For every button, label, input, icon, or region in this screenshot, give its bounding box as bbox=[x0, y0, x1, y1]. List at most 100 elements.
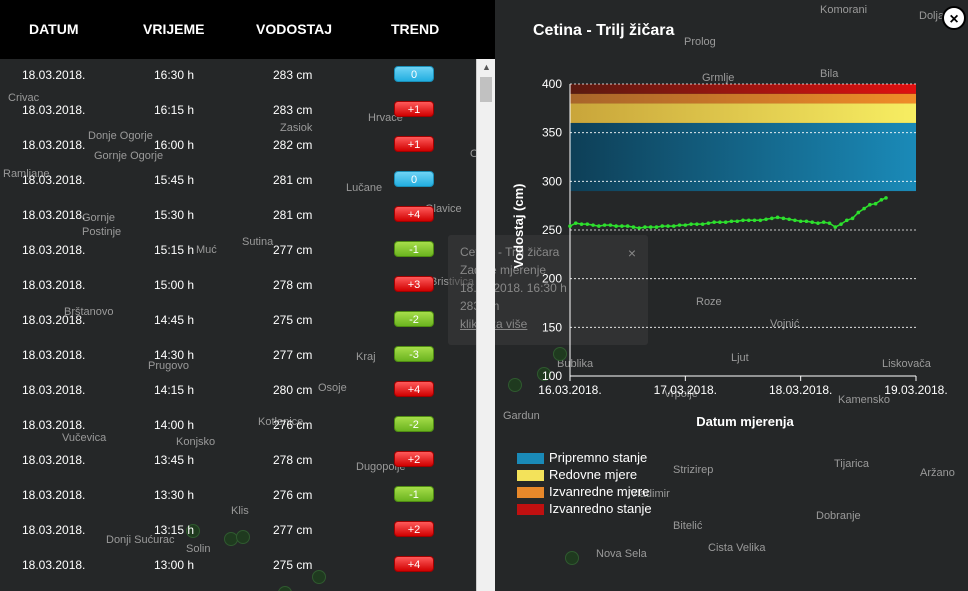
header-vodostaj: VODOSTAJ bbox=[256, 21, 332, 37]
data-point bbox=[775, 215, 780, 220]
data-point bbox=[625, 224, 630, 228]
map-place-label: Tijarica bbox=[834, 458, 870, 470]
data-point bbox=[643, 225, 647, 229]
trend-badge: +2 bbox=[394, 451, 434, 467]
data-point bbox=[718, 220, 722, 225]
table-row: 18.03.2018. 14:30 h 277 cm -3 bbox=[0, 339, 476, 374]
water-level-line bbox=[569, 197, 887, 229]
map-place-label: Kotlenice bbox=[258, 416, 304, 428]
threshold-band bbox=[570, 93, 916, 104]
y-tick-label: 200 bbox=[542, 272, 562, 286]
cell-vrijeme: 14:00 h bbox=[154, 418, 195, 432]
cell-vodostaj: 276 cm bbox=[273, 488, 313, 502]
table-scrollbar[interactable]: ▲ bbox=[476, 59, 495, 591]
data-point bbox=[637, 226, 641, 230]
table-body[interactable]: 18.03.2018. 16:30 h 283 cm 0 18.03.2018. 16:1… bbox=[0, 59, 476, 591]
map-marker-icon[interactable] bbox=[565, 551, 579, 565]
data-point bbox=[579, 222, 584, 226]
map-place-label: Konjsko bbox=[176, 436, 216, 448]
cell-vrijeme: 14:45 h bbox=[154, 313, 195, 327]
table-row: 18.03.2018. 16:15 h 283 cm +1 bbox=[0, 94, 476, 129]
trend-badge: -1 bbox=[394, 241, 434, 257]
map-place-label: Liskovača bbox=[882, 358, 931, 370]
popup-close-icon[interactable]: × bbox=[627, 245, 636, 261]
legend-label: Redovne mjere bbox=[549, 467, 638, 482]
map-place-label: Bila bbox=[820, 68, 839, 80]
cell-vodostaj: 278 cm bbox=[273, 453, 313, 467]
data-point bbox=[591, 223, 595, 227]
cell-vodostaj: 277 cm bbox=[273, 348, 313, 362]
data-point bbox=[850, 216, 855, 221]
data-point bbox=[746, 218, 751, 223]
legend-label: Pripremno stanje bbox=[549, 450, 648, 465]
cell-vodostaj: 275 cm bbox=[273, 558, 313, 572]
map-place-label: Osoje bbox=[318, 382, 347, 394]
table-header: DATUM VRIJEME VODOSTAJ TREND bbox=[0, 0, 495, 59]
table-row: 18.03.2018. 14:15 h 280 cm +4 bbox=[0, 374, 476, 409]
table-row: 18.03.2018. 16:00 h 282 cm +1 bbox=[0, 129, 476, 164]
cell-datum: 18.03.2018. bbox=[22, 453, 86, 467]
cell-datum: 18.03.2018. bbox=[22, 173, 86, 187]
data-point bbox=[770, 216, 774, 221]
scroll-up-arrow-icon[interactable]: ▲ bbox=[482, 62, 491, 72]
water-level-chart: 100 150 200 250 300 350 400 16.03.2018. 17.03.20… bbox=[511, 77, 948, 429]
scroll-thumb[interactable] bbox=[480, 77, 492, 102]
map-marker-icon[interactable] bbox=[186, 524, 200, 538]
map-marker-icon[interactable] bbox=[537, 367, 551, 381]
cell-vodostaj: 281 cm bbox=[273, 173, 313, 187]
map-place-label: Dobranje bbox=[816, 510, 861, 522]
trend-badge: +1 bbox=[394, 101, 434, 117]
data-point bbox=[677, 223, 682, 227]
trend-badge: -1 bbox=[394, 486, 434, 502]
cell-vodostaj: 282 cm bbox=[273, 138, 313, 152]
data-point bbox=[660, 224, 665, 228]
cell-vrijeme: 16:15 h bbox=[154, 103, 195, 117]
data-point bbox=[712, 220, 716, 225]
header-datum: DATUM bbox=[29, 21, 79, 37]
data-point bbox=[787, 217, 791, 222]
table-row: 18.03.2018. 13:45 h 278 cm +2 bbox=[0, 444, 476, 479]
table-row: 18.03.2018. 14:45 h 275 cm -2 bbox=[0, 304, 476, 339]
map-place-label: Grmlje bbox=[702, 72, 735, 84]
legend-swatch bbox=[517, 504, 544, 515]
header-vrijeme: VRIJEME bbox=[143, 21, 205, 37]
map-place-label: Bublika bbox=[557, 358, 594, 370]
cell-vodostaj: 277 cm bbox=[273, 243, 313, 257]
cell-vodostaj: 275 cm bbox=[273, 313, 313, 327]
threshold-band bbox=[570, 84, 916, 94]
data-point bbox=[614, 224, 618, 228]
cell-datum: 18.03.2018. bbox=[22, 278, 86, 292]
data-point bbox=[608, 223, 613, 227]
cell-datum: 18.03.2018. bbox=[22, 68, 86, 82]
map-place-label: Solin bbox=[186, 543, 211, 555]
map-place-label: Muć bbox=[196, 244, 217, 256]
map-marker-icon[interactable] bbox=[312, 570, 326, 584]
close-button[interactable]: × bbox=[942, 6, 966, 30]
cell-vodostaj: 276 cm bbox=[273, 418, 313, 432]
map-place-label: Klis bbox=[231, 505, 249, 517]
cell-datum: 18.03.2018. bbox=[22, 103, 86, 117]
map-marker-icon[interactable] bbox=[236, 530, 250, 544]
table-row: 18.03.2018. 15:30 h 281 cm +4 bbox=[0, 199, 476, 234]
map-place-label: Vladimir bbox=[630, 488, 670, 500]
cell-vodostaj: 277 cm bbox=[273, 523, 313, 537]
legend-label: Izvanredne mjere bbox=[549, 484, 650, 499]
data-point bbox=[793, 218, 797, 223]
table-row: 18.03.2018. 15:15 h 277 cm -1 bbox=[0, 234, 476, 269]
data-point bbox=[764, 217, 768, 222]
trend-badge: +4 bbox=[394, 556, 434, 572]
map-marker-icon[interactable] bbox=[508, 378, 522, 392]
map-marker-icon[interactable] bbox=[553, 347, 567, 361]
trend-badge: -3 bbox=[394, 346, 434, 362]
y-tick-label: 250 bbox=[542, 223, 562, 237]
map-place-label: Gornje bbox=[82, 212, 116, 224]
cell-datum: 18.03.2018. bbox=[22, 383, 86, 397]
cell-vrijeme: 13:00 h bbox=[154, 558, 195, 572]
trend-badge: +4 bbox=[394, 206, 434, 222]
data-point bbox=[729, 219, 734, 224]
map-place-label: Prugovo bbox=[148, 360, 189, 372]
y-tick-label: 400 bbox=[542, 77, 562, 91]
trend-badge: +3 bbox=[394, 276, 434, 292]
cell-vodostaj: 278 cm bbox=[273, 278, 313, 292]
cell-vrijeme: 14:30 h bbox=[154, 348, 195, 362]
